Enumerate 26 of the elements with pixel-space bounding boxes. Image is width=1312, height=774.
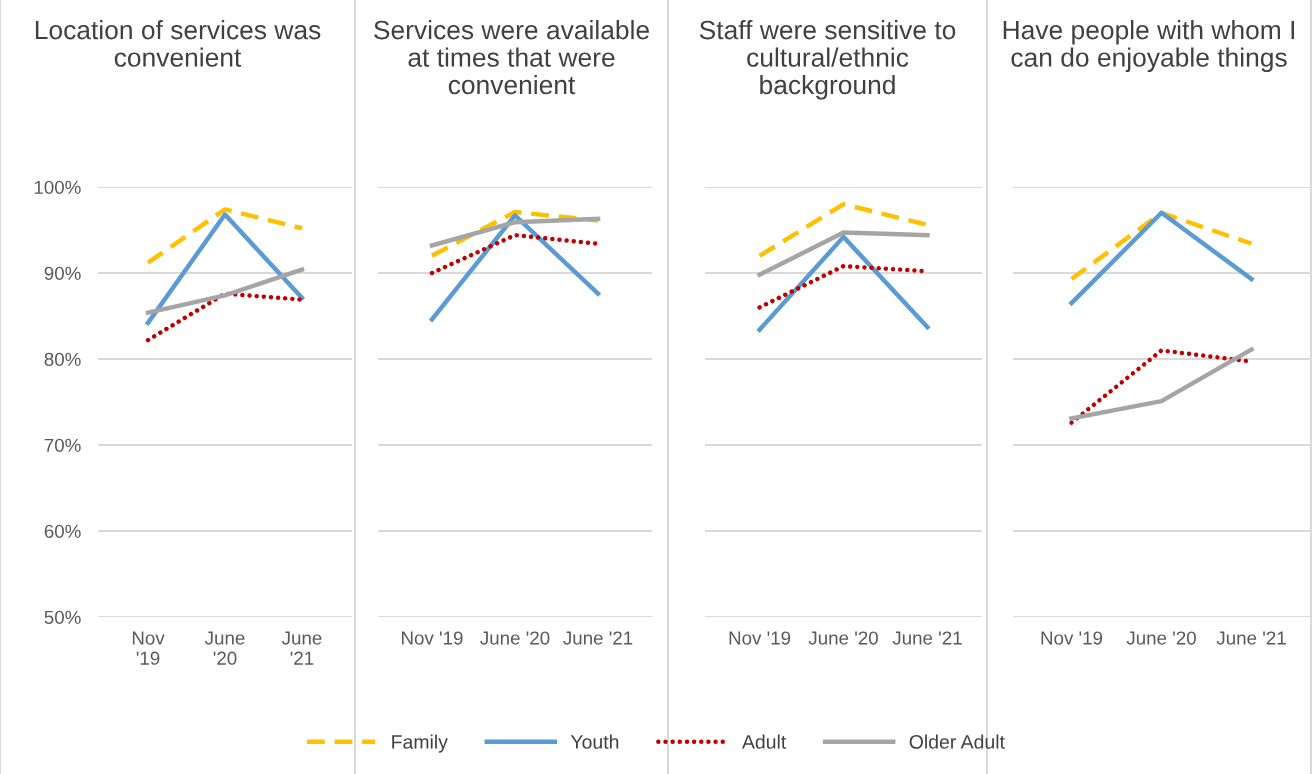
x-tick-label: Nov '19 [1041, 631, 1103, 645]
x-tick-label: June '21 [563, 631, 633, 645]
y-tick-label: 90% [44, 266, 81, 280]
legend-label: Family [392, 734, 448, 753]
y-tick-label: 60% [44, 524, 81, 538]
x-tick-label: June '20 [1126, 631, 1196, 645]
x-tick-label: June '20 [808, 631, 878, 645]
legend-label: Youth [570, 734, 619, 749]
x-tick-label: June '21 [1216, 631, 1286, 645]
chart-title: Services were available at times that were convenient [374, 20, 649, 95]
x-tick-label: June '20 [480, 631, 550, 645]
chart-title: Staff were sensitive to cultural/ethnic background [699, 20, 956, 100]
y-tick-label: 70% [44, 438, 81, 452]
x-tick-label: Nov '19 [132, 631, 165, 665]
y-tick-label: 50% [44, 610, 81, 624]
chart-title: Have people with whom I can do enjoyable things [1003, 20, 1294, 73]
legend-label: Older Adult [909, 734, 1005, 749]
chart-title: Location of services was convenient [35, 20, 321, 67]
legend-label: Adult [741, 734, 787, 749]
x-tick-label: Nov '19 [402, 631, 463, 645]
x-tick-label: June '21 [892, 631, 962, 645]
y-tick-label: 100% [34, 180, 81, 194]
x-tick-label: June '20 [204, 631, 245, 665]
x-tick-label: Nov '19 [729, 631, 791, 645]
y-tick-label: 80% [44, 352, 81, 366]
x-tick-label: June '21 [281, 631, 322, 665]
